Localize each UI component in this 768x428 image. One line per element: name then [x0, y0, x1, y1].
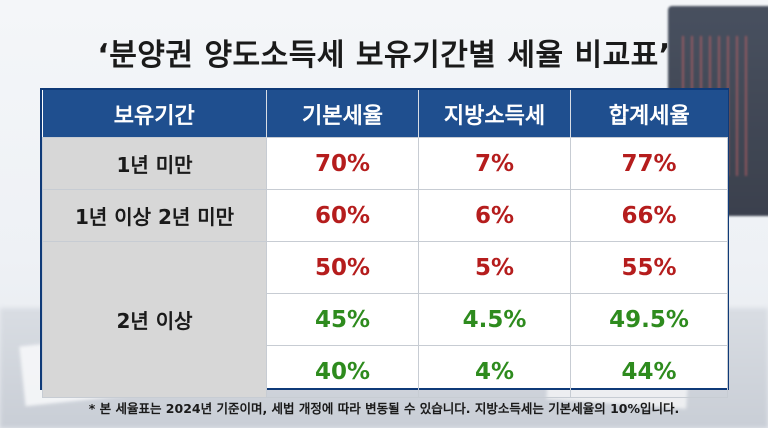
total-rate-cell: 77% [570, 137, 728, 190]
total-rate-cell: 49.5% [570, 293, 728, 346]
table-header-row: 보유기간 기본세율 지방소득세 합계세율 [42, 90, 728, 138]
table-row: 40% 4% 44% [43, 345, 728, 398]
total-rate-cell: 44% [570, 345, 728, 398]
header-basic-rate: 기본세율 [266, 90, 419, 138]
local-tax-cell: 4% [418, 345, 571, 398]
header-local-income-tax: 지방소득세 [418, 90, 571, 138]
period-cell: 2년 이상 [42, 241, 267, 398]
table-row: 1년 이상 2년 미만 60% 6% 66% [42, 189, 728, 242]
header-total-rate: 합계세율 [570, 90, 728, 138]
local-tax-cell: 6% [418, 189, 571, 242]
local-tax-cell: 4.5% [418, 293, 571, 346]
basic-rate-cell: 50% [266, 241, 419, 294]
basic-rate-cell: 45% [266, 293, 419, 346]
table-row: 1년 미만 70% 7% 77% [42, 137, 728, 190]
tax-rate-table: 보유기간 기본세율 지방소득세 합계세율 1년 미만 70% 7% 77% 1년… [40, 88, 729, 398]
total-rate-cell: 66% [570, 189, 728, 242]
basic-rate-cell: 60% [266, 189, 419, 242]
period-cell: 1년 이상 2년 미만 [42, 189, 267, 242]
local-tax-cell: 7% [418, 137, 571, 190]
table-row: 2년 이상 50% 5% 55% [42, 241, 728, 398]
basic-rate-cell: 40% [266, 345, 419, 398]
header-holding-period: 보유기간 [42, 90, 267, 138]
page-title: ‘분양권 양도소득세 보유기간별 세율 비교표’ [97, 38, 671, 73]
local-tax-cell: 5% [418, 241, 571, 294]
basic-rate-cell: 70% [266, 137, 419, 190]
total-rate-cell: 55% [570, 241, 728, 294]
period-cell: 1년 미만 [42, 137, 267, 190]
footnote: * 본 세율표는 2024년 기준이며, 세법 개정에 따라 변동될 수 있습니… [88, 401, 680, 416]
